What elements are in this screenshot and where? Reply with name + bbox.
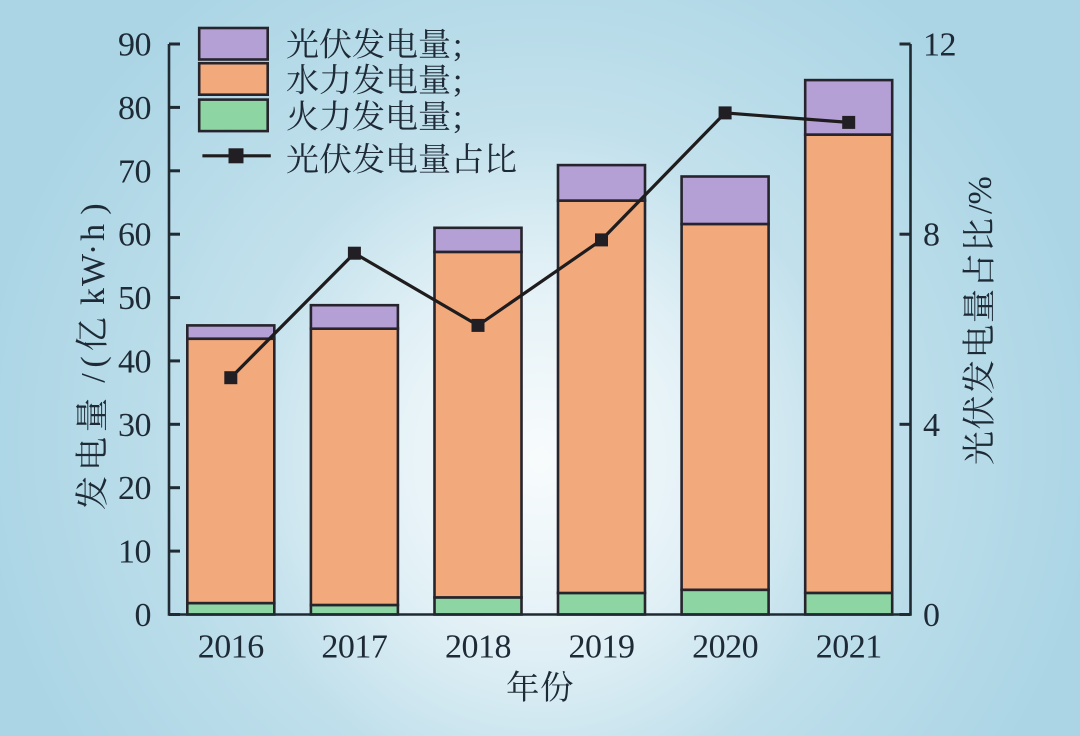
svg-text:10: 10 [118, 534, 151, 571]
svg-text:/%: /% [962, 176, 999, 214]
svg-text:80: 80 [118, 90, 151, 127]
svg-text:W: W [75, 253, 112, 286]
svg-text:): ) [75, 203, 112, 214]
svg-text:2021: 2021 [816, 629, 882, 666]
svg-text:;: ; [453, 63, 462, 100]
svg-text:90: 90 [118, 27, 151, 64]
svg-text:12: 12 [923, 27, 956, 64]
svg-text:;: ; [453, 99, 462, 136]
svg-text:40: 40 [118, 343, 151, 380]
svg-text:30: 30 [118, 407, 151, 444]
svg-text:2016: 2016 [198, 629, 264, 666]
svg-text:8: 8 [923, 217, 940, 254]
svg-text:2018: 2018 [445, 629, 511, 666]
svg-text:60: 60 [118, 217, 151, 254]
svg-text:0: 0 [135, 597, 152, 634]
svg-text:·: · [75, 244, 112, 255]
svg-text:20: 20 [118, 470, 151, 507]
svg-text:4: 4 [923, 407, 940, 444]
svg-text:70: 70 [118, 153, 151, 190]
svg-text:2017: 2017 [321, 629, 388, 666]
svg-text:2020: 2020 [692, 629, 758, 666]
svg-text:2019: 2019 [569, 629, 635, 666]
svg-text:;: ; [453, 27, 462, 64]
svg-text:/: / [75, 373, 112, 383]
svg-text:h: h [75, 224, 112, 241]
svg-text:k: k [75, 288, 112, 305]
svg-text:0: 0 [923, 597, 940, 634]
svg-text:50: 50 [118, 280, 151, 317]
svg-text:(: ( [75, 356, 112, 367]
